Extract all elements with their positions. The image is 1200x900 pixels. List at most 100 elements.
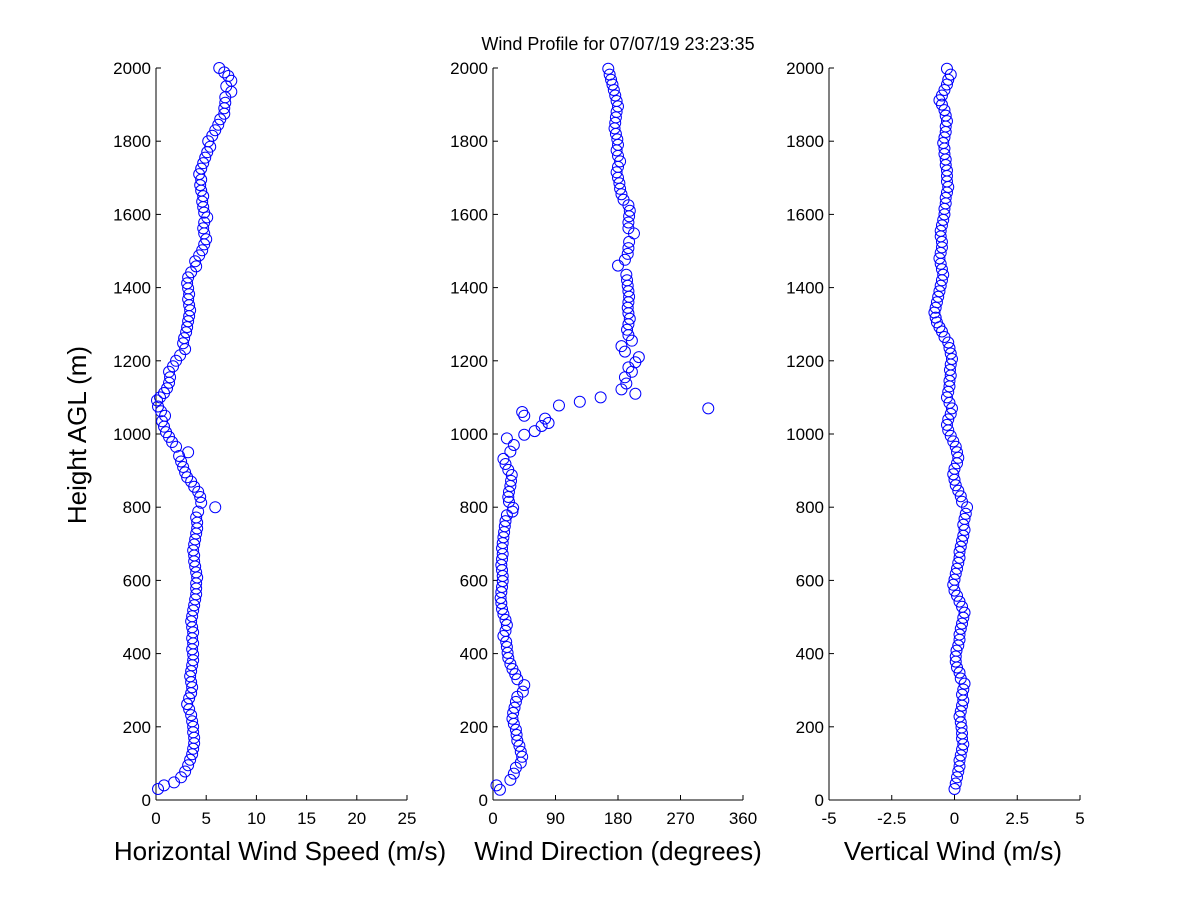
data-point (932, 290, 945, 303)
data-point (197, 222, 210, 235)
x-tick-label: 25 (398, 809, 417, 828)
x-tick-label: 10 (247, 809, 266, 828)
y-tick-label: 400 (460, 645, 488, 664)
data-point (490, 779, 503, 792)
data-point (504, 657, 517, 670)
data-point (612, 259, 624, 272)
data-point (507, 706, 520, 719)
data-point (930, 296, 943, 309)
data-point (954, 490, 967, 503)
data-point (952, 484, 965, 497)
data-point (514, 745, 527, 758)
data-point (944, 68, 957, 81)
data-point (622, 216, 635, 229)
data-point (507, 767, 520, 780)
data-point (497, 452, 510, 465)
data-point (179, 466, 192, 479)
data-point (956, 534, 969, 547)
data-point (499, 613, 512, 626)
data-point (939, 191, 952, 204)
x-tick-label: 90 (546, 809, 565, 828)
data-point (605, 73, 618, 86)
data-point (504, 773, 517, 786)
data-point (518, 428, 531, 441)
data-point (945, 402, 958, 415)
data-point (951, 771, 964, 784)
data-point (933, 285, 946, 298)
x-axis-label-vertical: Vertical Wind (m/s) (844, 836, 1062, 866)
data-point (195, 496, 208, 509)
data-point (510, 728, 523, 741)
x-tick-label: 0 (488, 809, 497, 828)
data-point (952, 451, 965, 464)
data-point (937, 137, 950, 150)
y-tick-label: 2000 (450, 59, 488, 78)
y-tick-label: 200 (460, 718, 488, 737)
data-point (938, 83, 951, 96)
data-point (178, 332, 191, 345)
data-point (594, 391, 607, 404)
chart-title: Wind Profile for 07/07/19 23:23:35 (481, 34, 754, 54)
y-tick-label: 1000 (113, 425, 151, 444)
data-point (213, 62, 226, 74)
data-point (954, 672, 967, 685)
data-point (615, 340, 628, 353)
data-point (189, 255, 202, 268)
data-point (938, 104, 951, 117)
y-tick-label: 2000 (786, 59, 824, 78)
data-point (949, 479, 962, 492)
data-point (620, 268, 633, 281)
y-tick-label: 600 (123, 571, 151, 590)
data-point (622, 242, 635, 255)
x-tick-label: 15 (297, 809, 316, 828)
y-tick-label: 2000 (113, 59, 151, 78)
data-point (937, 268, 950, 281)
data-point (944, 429, 957, 442)
data-point (957, 683, 970, 696)
data-point (617, 193, 630, 206)
data-point (199, 151, 212, 164)
data-point (950, 644, 963, 657)
data-point (516, 685, 529, 698)
data-point (953, 545, 966, 558)
data-point (209, 501, 222, 514)
y-tick-label: 1400 (450, 279, 488, 298)
data-point (507, 438, 520, 451)
data-point (609, 89, 622, 102)
data-point (509, 723, 522, 736)
data-point (513, 739, 526, 752)
data-point (603, 68, 616, 81)
data-point (156, 415, 169, 428)
data-point (943, 341, 956, 354)
data-point (953, 754, 966, 767)
data-point (509, 695, 522, 708)
data-point (947, 435, 960, 448)
data-point (938, 331, 951, 344)
data-point (187, 720, 200, 733)
data-point (505, 474, 518, 487)
data-point (621, 323, 634, 336)
data-point (610, 94, 623, 107)
y-tick-label: 800 (796, 498, 824, 517)
data-point (618, 253, 631, 266)
x-tick-label: -2.5 (877, 809, 906, 828)
data-point (185, 709, 198, 722)
x-tick-label: 2.5 (1005, 809, 1029, 828)
data-point (957, 518, 970, 531)
x-tick-label: 5 (1075, 809, 1084, 828)
data-point (940, 418, 953, 431)
y-tick-label: 600 (796, 571, 824, 590)
y-tick-label: 400 (123, 645, 151, 664)
data-point (542, 417, 555, 430)
data-point (622, 222, 635, 235)
data-point (954, 622, 967, 635)
data-point (954, 540, 967, 553)
data-point (499, 515, 512, 528)
data-point (183, 692, 196, 705)
data-point (944, 347, 957, 360)
y-tick-label: 1800 (786, 132, 824, 151)
data-point (940, 62, 953, 75)
data-point (621, 274, 634, 287)
data-point (942, 413, 955, 426)
